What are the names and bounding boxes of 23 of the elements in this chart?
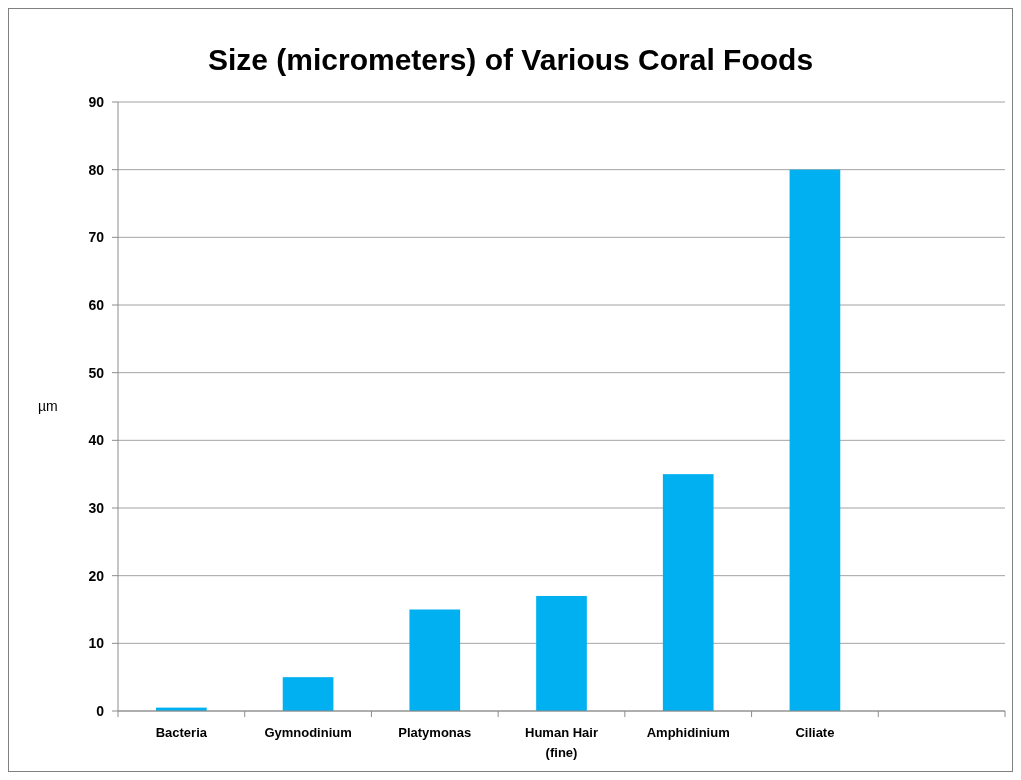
y-tick-label: 80 (88, 161, 105, 178)
y-tick-label: 10 (88, 635, 105, 652)
y-tick-label: 20 (88, 567, 105, 584)
y-tick-label: 90 (88, 93, 105, 110)
x-tick-label: Amphidinium (646, 725, 730, 740)
y-tick-label: 40 (88, 432, 105, 449)
y-tick-label: 30 (88, 499, 105, 516)
bar (662, 474, 714, 711)
bar (409, 609, 461, 711)
y-tick-label: 70 (88, 229, 105, 246)
bar (282, 677, 334, 711)
x-tick-label: Human Hair (fine) (525, 725, 598, 760)
y-axis-title: µm (38, 398, 58, 415)
bar (536, 595, 587, 711)
x-tick-label: Ciliate (795, 725, 835, 740)
chart-title: Size (micrometers) of Various Coral Foods (207, 43, 814, 76)
x-tick-label: Platymonas (398, 725, 472, 740)
y-tick-label: 60 (88, 296, 105, 313)
y-tick-label: 50 (88, 364, 105, 381)
bar (789, 169, 841, 711)
x-tick-label: Gymnodinium (264, 725, 352, 740)
x-tick-label: Bacteria (155, 725, 208, 740)
y-tick-label: 0 (96, 702, 105, 719)
